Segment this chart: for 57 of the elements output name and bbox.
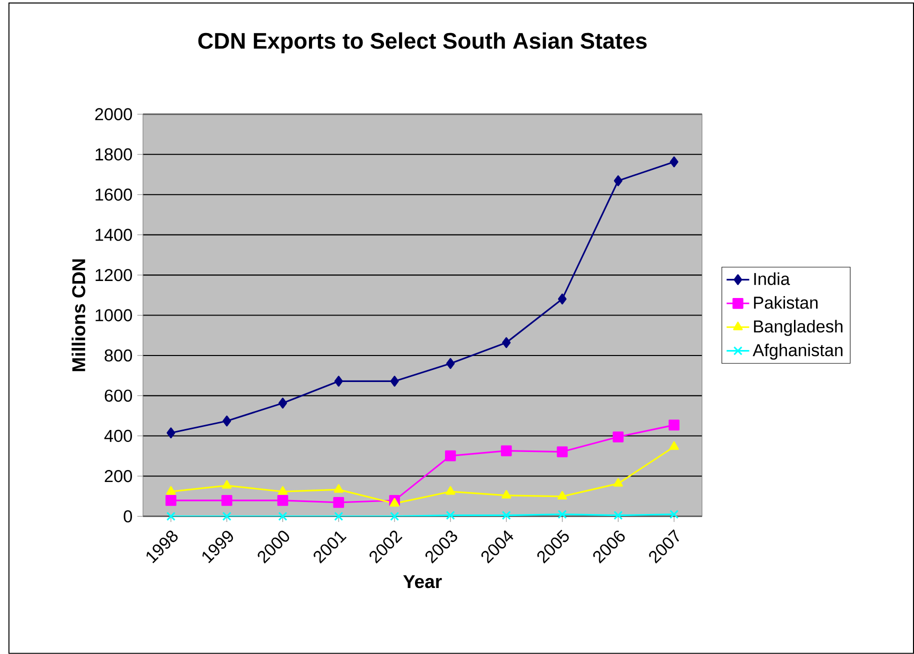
point: [557, 491, 568, 500]
point: [670, 156, 678, 168]
point: [502, 490, 512, 499]
y-tick-label: 200: [104, 470, 132, 482]
point: [614, 175, 622, 186]
y-tick-label: 1400: [96, 228, 132, 241]
point: [278, 486, 288, 495]
point: [278, 398, 288, 409]
point: [277, 495, 288, 506]
point: [670, 510, 679, 519]
point: [668, 420, 680, 431]
y-tick-label: 400: [104, 430, 132, 442]
point: [221, 495, 232, 506]
point: [166, 428, 176, 438]
point: [166, 486, 176, 495]
legend-label: Pakistan: [754, 296, 818, 309]
point: [334, 512, 344, 521]
legend-label: Bangladesh: [754, 320, 842, 336]
point: [558, 510, 567, 519]
chart-title: CDN Exports to Select South Asian States: [198, 32, 647, 54]
y-tick-label: 1600: [96, 188, 132, 201]
point: [222, 480, 232, 489]
point: [556, 446, 568, 458]
point: [333, 497, 344, 508]
point: [612, 432, 624, 442]
point: [446, 510, 455, 520]
point: [166, 495, 176, 506]
y-axis-title: Millions CDN: [72, 259, 86, 372]
point: [390, 512, 400, 521]
y-tick-label: 600: [104, 390, 132, 402]
point: [222, 416, 232, 427]
point: [446, 486, 456, 495]
point: [445, 450, 456, 462]
point: [502, 510, 511, 520]
y-tick-label: 0: [124, 510, 132, 522]
point: [278, 512, 288, 521]
point: [669, 441, 679, 450]
point: [334, 376, 343, 387]
point: [166, 512, 176, 521]
legend-label: India: [754, 272, 790, 286]
y-tick-label: 1800: [96, 148, 132, 161]
y-tick-label: 800: [104, 349, 132, 362]
legend-label: Afghanistan: [752, 344, 842, 360]
point: [558, 294, 567, 304]
point: [222, 512, 232, 521]
point: [446, 358, 455, 370]
point: [390, 498, 400, 507]
x-axis-title: Year: [403, 575, 442, 588]
y-tick-label: 1000: [96, 309, 132, 322]
point: [390, 376, 399, 387]
point: [500, 445, 512, 456]
point: [334, 484, 344, 493]
point: [614, 510, 623, 520]
y-tick-label: 2000: [95, 108, 132, 120]
point: [502, 337, 511, 348]
y-tick-label: 1200: [96, 269, 132, 282]
point: [613, 478, 623, 487]
